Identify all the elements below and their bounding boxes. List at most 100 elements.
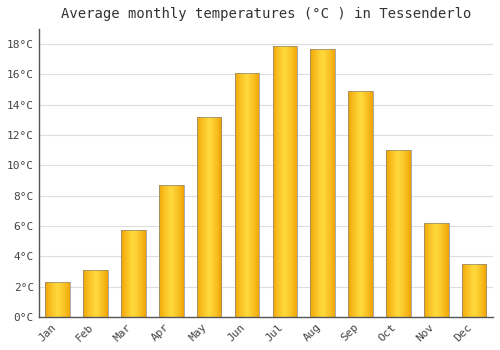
Bar bbox=[322, 49, 324, 317]
Bar bbox=[401, 150, 402, 317]
Bar bbox=[462, 264, 486, 317]
Bar bbox=[322, 49, 323, 317]
Bar bbox=[317, 49, 318, 317]
Bar bbox=[402, 150, 403, 317]
Bar bbox=[88, 270, 90, 317]
Bar bbox=[127, 231, 128, 317]
Bar bbox=[59, 282, 60, 317]
Bar bbox=[476, 264, 477, 317]
Bar bbox=[204, 117, 206, 317]
Bar bbox=[236, 73, 237, 317]
Bar bbox=[439, 223, 440, 317]
Bar bbox=[333, 49, 334, 317]
Bar bbox=[215, 117, 216, 317]
Bar bbox=[134, 231, 135, 317]
Bar bbox=[129, 231, 130, 317]
Bar bbox=[254, 73, 255, 317]
Bar bbox=[390, 150, 391, 317]
Bar bbox=[103, 270, 104, 317]
Bar bbox=[243, 73, 244, 317]
Bar bbox=[258, 73, 259, 317]
Bar bbox=[128, 231, 129, 317]
Bar bbox=[294, 46, 295, 317]
Bar bbox=[332, 49, 333, 317]
Bar bbox=[197, 117, 222, 317]
Bar bbox=[326, 49, 327, 317]
Bar bbox=[176, 185, 178, 317]
Bar bbox=[369, 91, 370, 317]
Bar bbox=[91, 270, 92, 317]
Bar bbox=[241, 73, 242, 317]
Bar bbox=[446, 223, 447, 317]
Bar bbox=[470, 264, 472, 317]
Bar bbox=[354, 91, 355, 317]
Bar bbox=[58, 282, 59, 317]
Bar bbox=[218, 117, 219, 317]
Bar bbox=[479, 264, 480, 317]
Bar bbox=[125, 231, 126, 317]
Bar bbox=[296, 46, 297, 317]
Bar bbox=[198, 117, 199, 317]
Bar bbox=[371, 91, 372, 317]
Bar bbox=[50, 282, 51, 317]
Bar bbox=[135, 231, 136, 317]
Bar bbox=[472, 264, 473, 317]
Bar bbox=[403, 150, 404, 317]
Bar bbox=[321, 49, 322, 317]
Bar bbox=[399, 150, 400, 317]
Bar bbox=[174, 185, 175, 317]
Bar bbox=[360, 91, 361, 317]
Bar bbox=[484, 264, 485, 317]
Bar bbox=[208, 117, 209, 317]
Bar bbox=[219, 117, 220, 317]
Bar bbox=[87, 270, 88, 317]
Bar bbox=[280, 46, 281, 317]
Bar bbox=[441, 223, 442, 317]
Bar bbox=[431, 223, 432, 317]
Bar bbox=[358, 91, 359, 317]
Bar bbox=[470, 264, 471, 317]
Bar bbox=[68, 282, 69, 317]
Bar bbox=[106, 270, 107, 317]
Bar bbox=[240, 73, 241, 317]
Bar bbox=[126, 231, 127, 317]
Bar bbox=[367, 91, 368, 317]
Bar bbox=[462, 264, 463, 317]
Bar bbox=[175, 185, 176, 317]
Bar bbox=[137, 231, 138, 317]
Bar bbox=[144, 231, 145, 317]
Bar bbox=[473, 264, 474, 317]
Bar bbox=[348, 91, 349, 317]
Bar bbox=[427, 223, 428, 317]
Bar bbox=[320, 49, 321, 317]
Bar bbox=[124, 231, 125, 317]
Bar bbox=[46, 282, 70, 317]
Bar bbox=[320, 49, 322, 317]
Title: Average monthly temperatures (°C ) in Tessenderlo: Average monthly temperatures (°C ) in Te… bbox=[60, 7, 471, 21]
Bar bbox=[351, 91, 352, 317]
Bar bbox=[99, 270, 100, 317]
Bar bbox=[98, 270, 99, 317]
Bar bbox=[143, 231, 144, 317]
Bar bbox=[289, 46, 290, 317]
Bar bbox=[291, 46, 292, 317]
Bar bbox=[202, 117, 203, 317]
Bar bbox=[361, 91, 362, 317]
Bar bbox=[166, 185, 167, 317]
Bar bbox=[162, 185, 163, 317]
Bar bbox=[65, 282, 66, 317]
Bar bbox=[284, 46, 285, 317]
Bar bbox=[141, 231, 142, 317]
Bar bbox=[55, 282, 56, 317]
Bar bbox=[239, 73, 240, 317]
Bar bbox=[207, 117, 208, 317]
Bar bbox=[483, 264, 484, 317]
Bar bbox=[58, 282, 59, 317]
Bar bbox=[328, 49, 329, 317]
Bar bbox=[388, 150, 389, 317]
Bar bbox=[51, 282, 52, 317]
Bar bbox=[234, 73, 236, 317]
Bar bbox=[97, 270, 98, 317]
Bar bbox=[287, 46, 288, 317]
Bar bbox=[245, 73, 246, 317]
